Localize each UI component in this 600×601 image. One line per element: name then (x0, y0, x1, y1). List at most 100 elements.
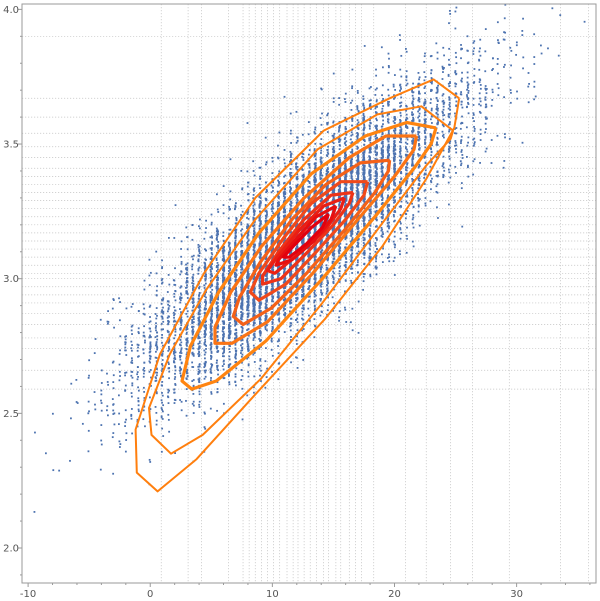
scatter-point (441, 65, 444, 68)
scatter-point (216, 388, 219, 390)
scatter-point (217, 324, 219, 327)
scatter-point (467, 166, 469, 169)
scatter-point (210, 358, 212, 360)
scatter-point (124, 335, 127, 338)
scatter-point (241, 353, 244, 356)
scatter-point (333, 288, 335, 291)
scatter-point (222, 316, 225, 318)
scatter-point (222, 293, 225, 296)
scatter-point (448, 145, 451, 148)
scatter-point (351, 68, 354, 71)
scatter-point (246, 329, 248, 331)
scatter-point (399, 102, 401, 104)
scatter-point (259, 256, 262, 258)
scatter-point (394, 182, 396, 185)
scatter-point (313, 179, 316, 182)
scatter-point (191, 302, 194, 304)
scatter-point (369, 275, 372, 278)
scatter-point (412, 137, 415, 140)
scatter-point (449, 12, 452, 15)
scatter-point (180, 341, 183, 344)
scatter-point (339, 167, 342, 169)
scatter-point (540, 44, 542, 47)
scatter-point (437, 119, 439, 122)
scatter-point (406, 138, 409, 141)
scatter-point (386, 137, 389, 140)
scatter-point (197, 246, 200, 249)
scatter-point (179, 273, 182, 276)
scatter-point (455, 105, 458, 107)
scatter-point (325, 242, 328, 244)
scatter-point (162, 375, 164, 378)
scatter-point (192, 282, 195, 285)
scatter-point (356, 261, 359, 264)
scatter-point (345, 187, 348, 190)
scatter-point (234, 257, 237, 260)
scatter-point (333, 267, 336, 270)
scatter-point (234, 357, 237, 360)
scatter-point (394, 199, 396, 202)
scatter-point (205, 275, 207, 278)
scatter-point (155, 329, 157, 332)
scatter-point (418, 76, 421, 79)
scatter-point (375, 201, 378, 204)
scatter-point (424, 107, 427, 109)
scatter-point (247, 240, 249, 243)
scatter-point (88, 359, 91, 362)
scatter-point (314, 152, 317, 155)
scatter-point (216, 311, 219, 314)
scatter-point (356, 92, 359, 94)
scatter-point (350, 279, 352, 282)
scatter-point (508, 137, 511, 140)
scatter-point (58, 469, 61, 472)
scatter-point (338, 223, 340, 225)
scatter-point (162, 297, 165, 300)
scatter-point (424, 92, 426, 95)
scatter-point (241, 187, 244, 190)
scatter-point (229, 312, 232, 314)
scatter-point (380, 229, 383, 232)
scatter-point (345, 203, 347, 205)
scatter-point (399, 227, 402, 229)
scatter-point (137, 397, 140, 400)
scatter-point (161, 341, 163, 344)
scatter-point (161, 354, 164, 357)
scatter-point (265, 211, 268, 214)
scatter-point (264, 210, 267, 213)
scatter-point (289, 150, 292, 153)
scatter-point (350, 172, 352, 175)
scatter-point (168, 315, 170, 318)
scatter-point (216, 235, 219, 237)
scatter-point (259, 255, 262, 257)
scatter-point (130, 395, 133, 398)
scatter-point (406, 127, 409, 129)
scatter-point (429, 174, 432, 177)
scatter-point (288, 265, 291, 268)
scatter-point (308, 166, 311, 169)
scatter-point (374, 105, 377, 108)
scatter-point (332, 270, 335, 273)
scatter-point (247, 299, 250, 301)
scatter-point (155, 307, 158, 309)
scatter-point (417, 99, 420, 102)
scatter-point (113, 326, 115, 329)
scatter-point (362, 95, 365, 98)
scatter-point (357, 182, 360, 185)
scatter-point (418, 198, 421, 201)
scatter-point (442, 176, 445, 179)
scatter-point (284, 312, 287, 315)
scatter-point (424, 114, 427, 116)
scatter-point (326, 131, 329, 133)
scatter-point (369, 119, 371, 121)
scatter-point (447, 113, 450, 115)
scatter-point (167, 418, 170, 421)
scatter-point (356, 259, 359, 262)
scatter-point (351, 329, 354, 332)
scatter-point (369, 201, 372, 203)
scatter-point (405, 166, 407, 169)
scatter-point (162, 320, 165, 323)
scatter-point (211, 242, 213, 245)
scatter-point (284, 211, 287, 214)
scatter-point (496, 57, 499, 60)
scatter-point (344, 169, 347, 172)
